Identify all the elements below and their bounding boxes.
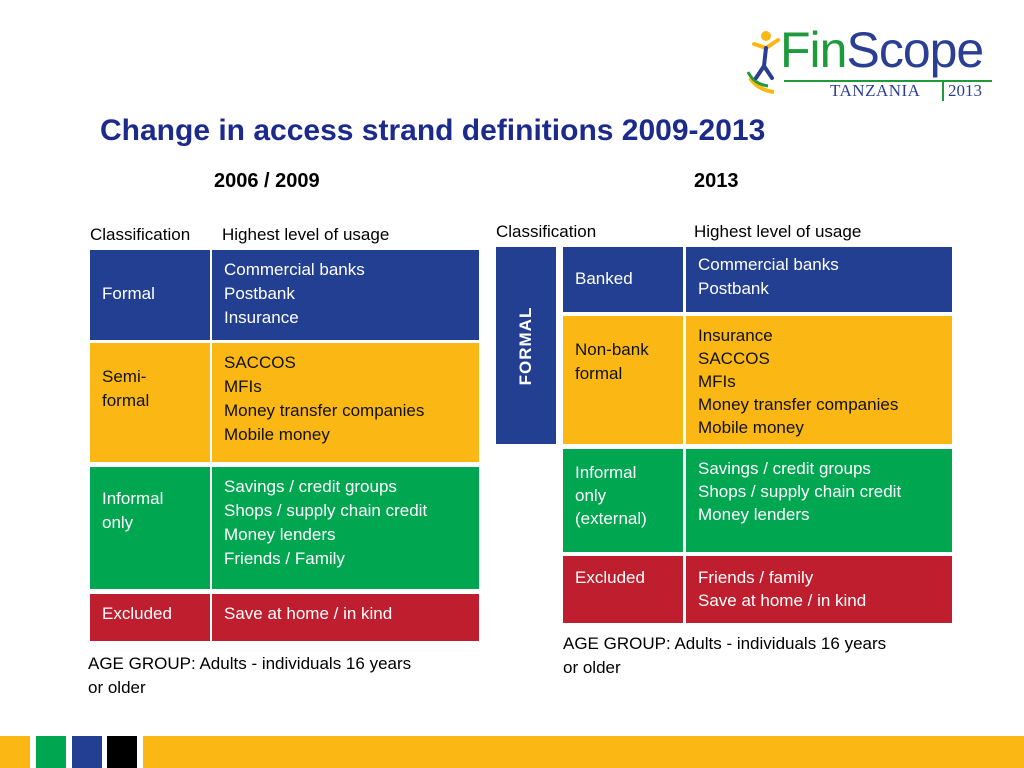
logo-fin: Fin xyxy=(780,22,847,78)
usage-text: Insurance xyxy=(224,308,299,327)
logo-separator xyxy=(942,81,944,101)
usage-text: SACCOS xyxy=(224,353,296,372)
logo-year: 2013 xyxy=(948,81,982,100)
usage-text: MFIs xyxy=(224,377,262,396)
left-class-semi-formal: Semi- formal xyxy=(90,343,210,462)
class-text: formal xyxy=(102,391,150,410)
logo-scope: Scope xyxy=(846,22,984,78)
left-class-informal: Informal only xyxy=(90,467,210,589)
person-figure-icon xyxy=(746,31,780,94)
usage-text: Money transfer companies xyxy=(698,395,899,414)
usage-text: Postbank xyxy=(224,284,295,303)
footer-block-1 xyxy=(0,736,30,768)
usage-text: Commercial banks xyxy=(698,255,839,274)
class-text: Non-bank xyxy=(575,340,649,359)
class-text: Informal xyxy=(102,489,164,508)
usage-text: Shops / supply chain credit xyxy=(224,501,428,520)
note-text: AGE GROUP: Adults - individuals 16 years xyxy=(88,654,412,673)
class-text: Semi- xyxy=(102,367,147,386)
class-text: Banked xyxy=(575,269,633,288)
usage-text: Money lenders xyxy=(698,505,810,524)
class-text: formal xyxy=(575,364,623,383)
usage-text: Savings / credit groups xyxy=(698,459,871,478)
left-year-label: 2006 / 2009 xyxy=(214,170,320,192)
usage-text: Savings / credit groups xyxy=(224,477,397,496)
footer-block-5 xyxy=(143,736,1024,768)
usage-text: Save at home / in kind xyxy=(698,591,867,610)
class-text: Informal xyxy=(575,463,637,482)
footer-block-4 xyxy=(107,736,137,768)
right-col-usage: Highest level of usage xyxy=(694,222,862,241)
usage-text: SACCOS xyxy=(698,349,770,368)
usage-text: Shops / supply chain credit xyxy=(698,482,902,501)
logo-wordmark: FinScope xyxy=(780,22,984,78)
formal-label-text: FORMAL xyxy=(516,306,535,385)
usage-text: Postbank xyxy=(698,279,769,298)
right-class-banked: Banked xyxy=(563,247,683,312)
logo-country: TANZANIA xyxy=(830,81,921,100)
usage-text: MFIs xyxy=(698,372,736,391)
usage-text: Commercial banks xyxy=(224,260,365,279)
left-usage-semi-formal: SACCOS MFIs Money transfer companies Mob… xyxy=(212,343,479,462)
note-text: AGE GROUP: Adults - individuals 16 years xyxy=(563,634,887,653)
right-class-nonbank: Non-bank formal xyxy=(563,316,683,444)
class-text: Excluded xyxy=(575,568,645,587)
note-text: or older xyxy=(88,678,146,697)
class-text: Formal xyxy=(102,284,155,303)
right-year-label: 2013 xyxy=(694,170,739,192)
right-usage-informal: Savings / credit groups Shops / supply c… xyxy=(686,449,952,552)
right-usage-banked: Commercial banks Postbank xyxy=(686,247,952,312)
usage-text: Mobile money xyxy=(698,418,804,437)
left-usage-formal: Commercial banks Postbank Insurance xyxy=(212,250,479,340)
usage-text: Insurance xyxy=(698,326,773,345)
usage-text: Mobile money xyxy=(224,425,330,444)
usage-text: Money lenders xyxy=(224,525,336,544)
left-col-classification: Classification xyxy=(90,225,191,244)
right-age-note: AGE GROUP: Adults - individuals 16 years… xyxy=(563,632,886,680)
usage-text: Friends / Family xyxy=(224,549,345,568)
left-usage-informal: Savings / credit groups Shops / supply c… xyxy=(212,467,479,589)
formal-group-label: FORMAL xyxy=(496,247,556,444)
footer-block-2 xyxy=(36,736,66,768)
left-class-formal: Formal xyxy=(90,250,210,340)
class-text: only xyxy=(575,486,607,505)
left-age-note: AGE GROUP: Adults - individuals 16 years… xyxy=(88,652,411,700)
left-class-excluded: Excluded xyxy=(90,594,210,641)
class-text: Excluded xyxy=(102,604,172,623)
left-usage-excluded: Save at home / in kind xyxy=(212,594,479,641)
class-text: (external) xyxy=(575,509,647,528)
note-text: or older xyxy=(563,658,621,677)
usage-text: Money transfer companies xyxy=(224,401,425,420)
footer-block-3 xyxy=(72,736,102,768)
right-col-classification: Classification xyxy=(496,222,597,241)
finscope-logo: FinScope TANZANIA 2013 xyxy=(740,22,1010,102)
right-usage-nonbank: Insurance SACCOS MFIs Money transfer com… xyxy=(686,316,952,444)
logo-divider xyxy=(784,80,992,82)
usage-text: Friends / family xyxy=(698,568,814,587)
right-class-informal: Informal only (external) xyxy=(563,449,683,552)
usage-text: Save at home / in kind xyxy=(224,604,393,623)
class-text: only xyxy=(102,513,134,532)
slide-title: Change in access strand definitions 2009… xyxy=(100,114,766,147)
right-class-excluded: Excluded xyxy=(563,556,683,623)
left-col-usage: Highest level of usage xyxy=(222,225,390,244)
right-usage-excluded: Friends / family Save at home / in kind xyxy=(686,556,952,623)
